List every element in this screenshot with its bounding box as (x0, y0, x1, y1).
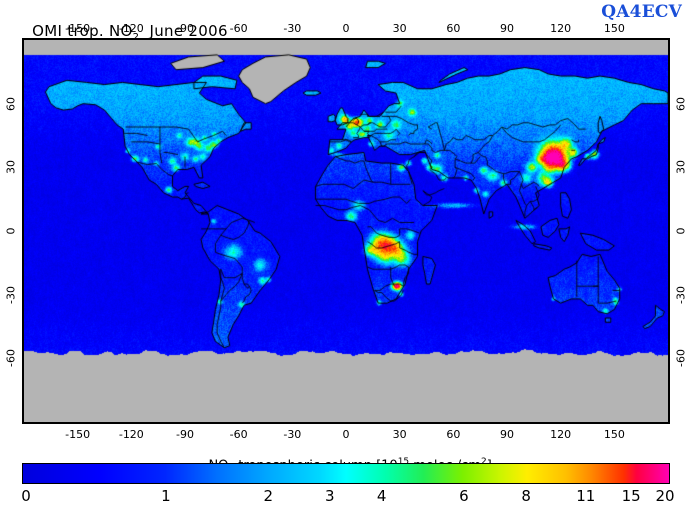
lat-tick--30: -30 (674, 285, 688, 304)
colorbar-tick-15: 15 (621, 487, 641, 505)
lon-tick-120: 120 (550, 428, 572, 441)
lon-tick-90: 90 (500, 22, 514, 35)
colorbar-tick-1: 1 (161, 487, 171, 505)
colorbar (22, 463, 670, 484)
colorbar-tick-8: 8 (521, 487, 531, 505)
lon-tick--30: -30 (283, 428, 302, 441)
lon-tick--150: -150 (65, 428, 91, 441)
lon-tick--90: -90 (176, 428, 194, 441)
title-suffix: June 2006 (139, 22, 228, 40)
lat-tick-60: 60 (4, 96, 18, 111)
lon-tick--90: -90 (176, 22, 194, 35)
lon-tick-0: 0 (342, 428, 350, 441)
cbar-label-sup2: 2 (481, 457, 487, 467)
lon-tick--60: -60 (229, 22, 248, 35)
lat-tick--60: -60 (674, 349, 688, 368)
lon-tick-120: 120 (550, 22, 572, 35)
lon-tick--30: -30 (283, 22, 302, 35)
lon-tick--120: -120 (118, 22, 144, 35)
lon-tick-30: 30 (392, 428, 407, 441)
latitude-axis-right: 60 30 0 -30 -60 (672, 38, 690, 424)
colorbar-tick-4: 4 (376, 487, 387, 505)
colorbar-tick-2: 2 (263, 487, 274, 505)
lon-tick-150: 150 (603, 428, 625, 441)
lat-tick-0: 0 (674, 227, 688, 235)
longitude-axis-bottom: -150 -120 -90 -60 -30 0 30 60 90 120 150 (0, 428, 692, 442)
colorbar-tick-0: 0 (21, 487, 31, 505)
lat-tick-30: 30 (674, 160, 688, 175)
lat-tick--30: -30 (4, 285, 18, 304)
colorbar-tick-11: 11 (576, 487, 596, 505)
colorbar-gradient (23, 464, 669, 483)
page-title: OMI trop. NO2 June 2006 (22, 4, 228, 43)
colorbar-tick-20: 20 (655, 487, 675, 505)
lon-tick-150: 150 (603, 22, 625, 35)
lat-tick-0: 0 (4, 227, 18, 235)
colorbar-tick-6: 6 (459, 487, 469, 505)
lon-tick-60: 60 (446, 428, 461, 441)
title-subscript: 2 (133, 32, 140, 43)
map-plot-area (22, 38, 670, 424)
lat-tick-60: 60 (674, 96, 688, 111)
lon-tick--120: -120 (118, 428, 144, 441)
lon-tick-60: 60 (446, 22, 461, 35)
longitude-axis-top: -150 -120 -90 -60 -30 0 30 60 90 120 150 (0, 22, 692, 36)
lon-tick--60: -60 (229, 428, 248, 441)
cbar-label-sup: 15 (397, 457, 410, 467)
qa4ecv-logo: QA4ECV (601, 2, 682, 22)
lat-tick-30: 30 (4, 160, 18, 175)
title-prefix: OMI trop. NO (32, 22, 133, 40)
lon-tick--150: -150 (65, 22, 91, 35)
no2-heatmap-canvas (24, 40, 668, 422)
colorbar-tick-labels: 0 1 2 3 4 6 8 11 15 20 (0, 487, 692, 505)
lon-tick-90: 90 (500, 428, 514, 441)
colorbar-tick-3: 3 (325, 487, 335, 505)
lon-tick-0: 0 (342, 22, 350, 35)
latitude-axis-left: 60 30 0 -30 -60 (2, 38, 20, 424)
lon-tick-30: 30 (392, 22, 407, 35)
lat-tick--60: -60 (4, 349, 18, 368)
